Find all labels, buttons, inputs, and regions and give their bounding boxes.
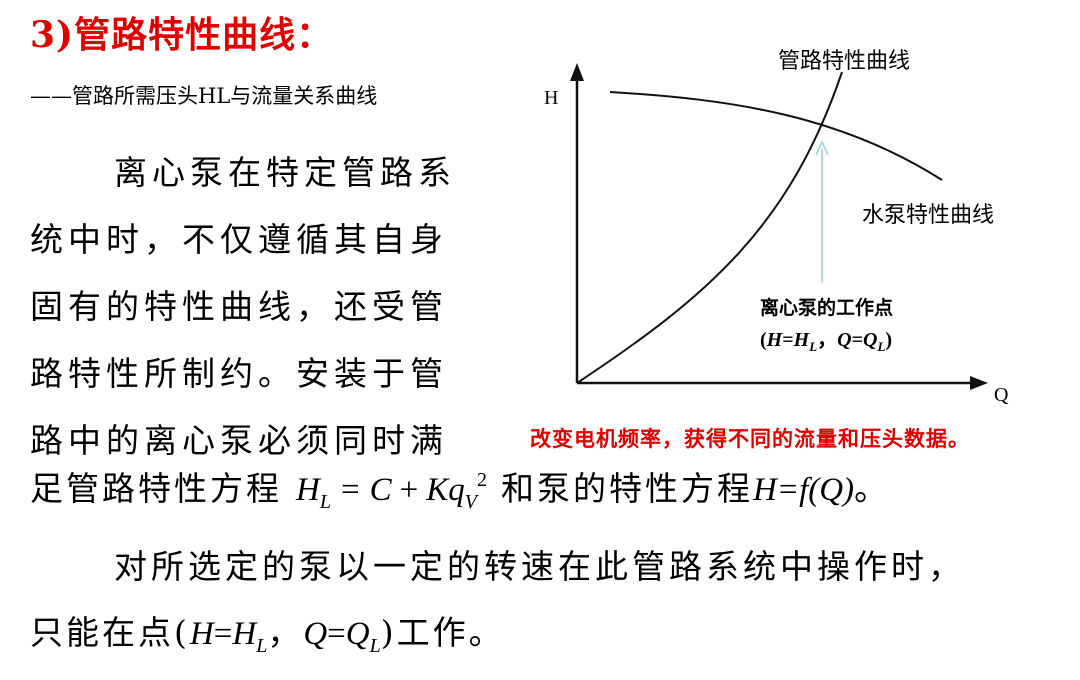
- equation-line: 足管路特性方程 H L = C + K q V 2 和泵的特性方程 H=f(Q)…: [30, 462, 891, 513]
- wp-eq2: =: [851, 329, 864, 351]
- y-axis-arrowhead: [570, 63, 584, 81]
- paragraph-line-4: 路特性所制约。安装于管: [30, 354, 448, 393]
- p2-eq2: =: [327, 616, 346, 652]
- pipe-curve-label: 管路特性曲线: [778, 49, 911, 74]
- wp-close: ): [885, 329, 893, 351]
- paragraph2-line-1: 对所选定的泵以一定的转速在此管路系统中操作时，: [114, 547, 965, 586]
- p2-H1: H: [189, 616, 214, 652]
- pump-curve: [609, 91, 943, 181]
- eq-H: H: [296, 472, 320, 508]
- characteristic-curves-diagram: H Q 管路特性曲线 水泵特性曲线 离心泵的工作点 ( H = H L ， Q …: [510, 25, 1040, 420]
- eq-equals: =: [340, 472, 360, 508]
- paragraph-line-5: 路中的离心泵必须同时满: [30, 421, 448, 460]
- wp-comma: ，: [817, 329, 838, 351]
- frequency-note: 改变电机频率，获得不同的流量和压头数据。: [530, 426, 970, 451]
- p2-H2: H: [232, 616, 257, 652]
- paragraph2-line-2: 只能在点( H = H L ， Q = Q L )工作。: [30, 606, 505, 657]
- equation-prefix: 足管路特性方程: [30, 469, 282, 508]
- paragraph-line-1: 离心泵在特定管路系: [114, 153, 456, 192]
- wp-open: (: [760, 329, 767, 351]
- paragraph-line-2: 统中时，不仅遵循其自身: [30, 220, 448, 259]
- equation-middle: 和泵的特性方程: [500, 469, 753, 508]
- working-point-coords: ( H = H L ， Q = Q L ): [760, 323, 893, 354]
- p2-comma: ，: [267, 613, 304, 652]
- wp-H2: H: [793, 329, 810, 351]
- p2-suffix: )工作。: [380, 613, 505, 652]
- wp-eq1: =: [782, 329, 794, 351]
- eq-L-sub: L: [319, 491, 331, 513]
- wp-L1: L: [809, 339, 818, 354]
- wp-Q2: Q: [863, 329, 878, 351]
- y-axis-label: H: [544, 87, 559, 109]
- pump-curve-label: 水泵特性曲线: [862, 203, 995, 228]
- p2-eq1: =: [213, 616, 233, 652]
- section-title: 3)管路特性曲线：: [30, 14, 334, 56]
- eq-q: q: [448, 472, 465, 508]
- pipe-curve: [576, 71, 843, 384]
- p2-Q1: Q: [303, 616, 328, 652]
- working-point-label: 离心泵的工作点: [760, 297, 894, 319]
- eq-exponent: 2: [476, 469, 487, 491]
- eq-plus: +: [399, 472, 419, 508]
- wp-H1: H: [766, 329, 783, 351]
- working-point-arrowhead: [815, 140, 829, 156]
- p2-L1: L: [256, 635, 268, 657]
- diagram-svg: [570, 63, 988, 390]
- section-subtitle: ——管路所需压头HL与流量关系曲线: [30, 84, 378, 108]
- pipe-equation: H L = C + K q V 2: [296, 469, 487, 513]
- wp-L2: L: [877, 339, 886, 354]
- p2-L2: L: [369, 635, 381, 657]
- wp-Q1: Q: [837, 329, 852, 351]
- p2-Q2: Q: [345, 616, 370, 652]
- equation-suffix: 。: [854, 469, 891, 508]
- paragraph-line-3: 固有的特性曲线，还受管: [30, 287, 448, 326]
- x-axis-arrowhead: [970, 376, 988, 390]
- p2-prefix: 只能在点(: [30, 613, 190, 652]
- eq-C: C: [369, 472, 392, 508]
- pump-equation: H=f(Q): [752, 472, 855, 508]
- x-axis-label: Q: [994, 384, 1009, 406]
- eq-V-sub: V: [464, 491, 477, 513]
- eq-K: K: [426, 472, 449, 508]
